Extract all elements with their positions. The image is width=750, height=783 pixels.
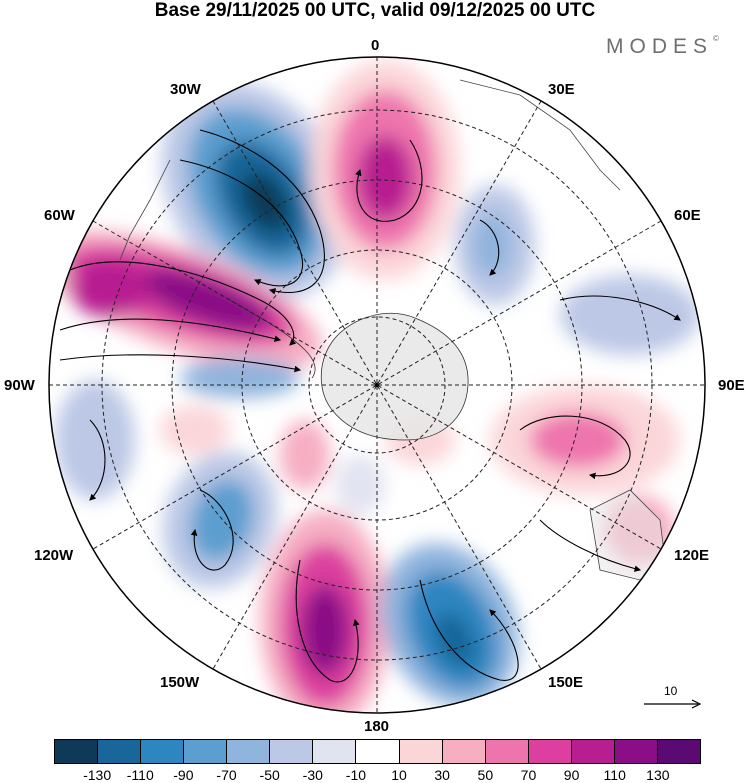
anomaly-blob (530, 412, 626, 468)
streamline (89, 419, 106, 501)
colorbar-tick-label: 90 (563, 767, 580, 783)
lon-label-90e: 90E (718, 377, 745, 394)
lon-label-120w: 120W (34, 547, 74, 564)
streamline (199, 129, 325, 295)
streamline (179, 159, 304, 287)
anomaly-blob (241, 172, 289, 232)
colorbar-tick-label: -30 (302, 767, 323, 783)
colorbar-cell (356, 740, 400, 763)
anomaly-blob (160, 405, 230, 455)
colorbar-cell (98, 740, 142, 763)
anomaly-blob (472, 213, 512, 277)
vector-scale-label: 10 (664, 684, 678, 698)
anomaly-blob (335, 455, 385, 515)
lon-label-60e: 60E (674, 207, 701, 224)
brand-name: MODES (606, 35, 714, 58)
colorbar-cell (442, 740, 486, 763)
anomaly-blob (280, 420, 330, 490)
polar-map (48, 56, 706, 714)
coastline-africa (459, 79, 621, 191)
colorbar-tick-label: 30 (434, 767, 450, 783)
lon-label-30e: 30E (548, 81, 575, 98)
lon-label-120e: 120E (674, 547, 710, 564)
lon-label-90w: 90W (4, 377, 35, 394)
colorbar-cell (657, 740, 700, 763)
meridian-60w-120e (92, 220, 662, 550)
colorbar-cell (227, 740, 271, 763)
colorbar-tick-label: -50 (259, 767, 280, 783)
colorbar-cell (571, 740, 615, 763)
anomaly-blobs (49, 60, 700, 713)
anomaly-blob (560, 275, 700, 355)
anomaly-blob (138, 268, 272, 332)
colorbar-tick-label: 70 (520, 767, 537, 783)
streamline (59, 318, 282, 342)
streamline (295, 559, 360, 683)
lon-label-180: 180 (364, 718, 390, 735)
colorbar-cell (184, 740, 228, 763)
streamline (539, 519, 642, 572)
streamline (519, 415, 631, 480)
anomaly-blob (190, 479, 254, 561)
anomaly-blob (180, 358, 300, 398)
colorbar-cell (614, 740, 658, 763)
copyright-mark: © (713, 34, 719, 43)
anomaly-field (49, 57, 705, 713)
colorbar-tick-label: 110 (603, 767, 626, 783)
streamline (69, 261, 297, 346)
streamline (190, 489, 234, 571)
streamline (59, 354, 302, 373)
colorbar-ticks: -130 -110 -90 -70 -50 -30 -10 10 30 50 70 90 110 130 (54, 767, 701, 783)
colorbar-tick-label: -10 (345, 767, 367, 783)
colorbar (54, 739, 701, 764)
anomaly-blob (357, 136, 413, 220)
anomaly-blob (434, 611, 476, 669)
meridian-30w-150e (212, 100, 542, 670)
streamline (355, 139, 423, 222)
south-pole-dot (375, 383, 379, 387)
colorbar-cell (55, 740, 99, 763)
colorbar-cell (528, 740, 572, 763)
colorbar-tick-label: 130 (646, 767, 670, 783)
lon-label-150w: 150W (160, 674, 200, 691)
vector-scale-arrow (644, 699, 702, 709)
lon-label-30w: 30W (170, 81, 201, 98)
anomaly-blob (55, 380, 135, 500)
colorbar-tick-label: -130 (83, 767, 112, 783)
map-border (48, 56, 706, 714)
colorbar-cell (270, 740, 314, 763)
colorbar-cell (399, 740, 443, 763)
colorbar-cell (313, 740, 357, 763)
antarctica-landmass (320, 312, 469, 441)
lon-label-150e: 150E (548, 674, 584, 691)
anomaly-blob (70, 258, 150, 318)
streamlines (59, 129, 681, 683)
colorbar-tick-label: -110 (126, 767, 154, 783)
lon-label-60w: 60W (44, 207, 75, 224)
colorbar-tick-label: -70 (216, 767, 237, 783)
meridian-60e-120w (92, 220, 662, 550)
graticule (49, 57, 705, 713)
colorbar-tick-label: -90 (173, 767, 194, 783)
brand-logo: MODES© (606, 34, 719, 59)
anomaly-blob (301, 585, 349, 675)
streamline (419, 579, 519, 681)
chart-title: Base 29/11/2025 00 UTC, valid 09/12/2025… (154, 0, 596, 21)
colorbar-tick-label: 50 (477, 767, 494, 783)
colorbar-tick-label: 10 (391, 767, 407, 783)
streamline (559, 295, 681, 321)
coastline-south-america (119, 159, 171, 261)
lon-label-0: 0 (371, 37, 380, 54)
colorbar-cell (141, 740, 185, 763)
streamline (479, 219, 500, 276)
colorbar-cell (485, 740, 529, 763)
meridian-30e-150w (212, 100, 542, 670)
